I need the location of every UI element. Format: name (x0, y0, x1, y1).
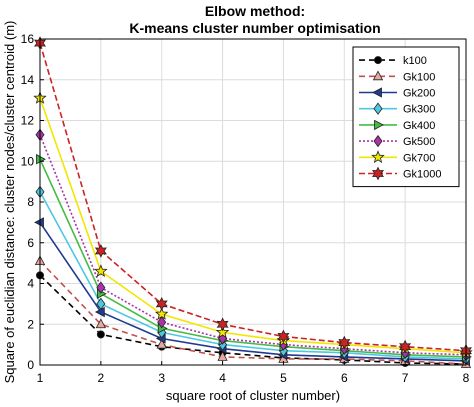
x-tick-label: 5 (280, 371, 287, 385)
legend-label: Gk1000 (403, 169, 442, 181)
y-tick-label: 8 (27, 195, 34, 209)
legend-marker (373, 102, 383, 115)
y-tick-label: 12 (21, 114, 35, 128)
legend-box (352, 46, 460, 188)
series-line-Gk1000 (39, 42, 467, 352)
x-tick-label: 2 (98, 371, 105, 385)
legend: k100 Gk100 Gk200 Gk300 Gk400 Gk500 Gk700 Gk1000 (352, 46, 460, 188)
data-point-Gk200 (34, 217, 44, 228)
x-tick-label: 7 (402, 371, 409, 385)
data-point-Gk1000 (216, 317, 229, 332)
data-point-Gk700 (215, 325, 230, 339)
data-point-Gk1000 (155, 297, 168, 311)
legend-marker (373, 56, 382, 65)
data-point-Gk100 (95, 318, 107, 329)
series-line-Gk400 (39, 158, 467, 358)
legend-marker (373, 134, 383, 148)
legend-marker (372, 87, 382, 98)
legend-marker (372, 166, 384, 181)
legend-label: Gk700 (403, 152, 435, 164)
x-axis-label: square root of cluster number) (166, 388, 340, 403)
y-tick-label: 14 (21, 73, 35, 87)
y-axis-label: Square of euclidian distance: cluster no… (2, 21, 17, 384)
data-point-Gk500 (96, 281, 106, 294)
series-line-Gk700 (39, 97, 467, 354)
data-point-Gk300 (96, 297, 106, 311)
legend-label: Gk100 (403, 71, 435, 83)
y-tick-label: 4 (27, 277, 34, 291)
series-line-Gk500 (39, 134, 467, 356)
chart-title-line-1: Elbow method: (205, 3, 305, 19)
data-point-Gk700 (154, 306, 169, 320)
x-tick-label: 4 (219, 371, 226, 385)
legend-marker (374, 119, 384, 131)
series-line-Gk100 (39, 260, 467, 365)
series-line-Gk300 (39, 191, 467, 360)
series-line-Gk200 (39, 221, 467, 362)
data-point-Gk1000 (94, 244, 107, 258)
x-tick-label: 8 (463, 371, 470, 385)
grid (39, 38, 467, 366)
data-point-k100 (96, 330, 105, 339)
chart-title-line-2: K-means cluster number optimisation (129, 20, 380, 36)
legend-marker (372, 70, 384, 81)
legend-label: Gk500 (403, 136, 435, 148)
x-tick-label: 1 (37, 371, 44, 385)
legend-label: Gk200 (403, 88, 435, 100)
legend-label: k100 (403, 55, 427, 67)
data-point-Gk700 (94, 264, 108, 277)
data-point-Gk100 (217, 350, 228, 361)
data-point-Gk200 (95, 306, 105, 318)
series-line-k100 (39, 274, 467, 365)
series-layer (33, 36, 473, 368)
y-tick-label: 6 (27, 236, 34, 250)
data-point-Gk1000 (399, 339, 412, 354)
x-tick-label: 3 (158, 371, 165, 385)
x-tick-label: 6 (341, 371, 348, 385)
y-tick-label: 10 (21, 154, 35, 168)
y-tick-label: 0 (27, 358, 34, 372)
y-tick-label: 16 (21, 32, 35, 46)
legend-marker (371, 150, 385, 164)
legend-label: Gk400 (403, 120, 435, 132)
data-point-Gk100 (156, 338, 167, 349)
data-point-Gk1000 (338, 335, 351, 350)
data-point-Gk500 (157, 316, 167, 329)
y-tick-label: 2 (27, 317, 34, 331)
legend-label: Gk300 (403, 104, 435, 116)
data-point-Gk1000 (277, 329, 290, 344)
